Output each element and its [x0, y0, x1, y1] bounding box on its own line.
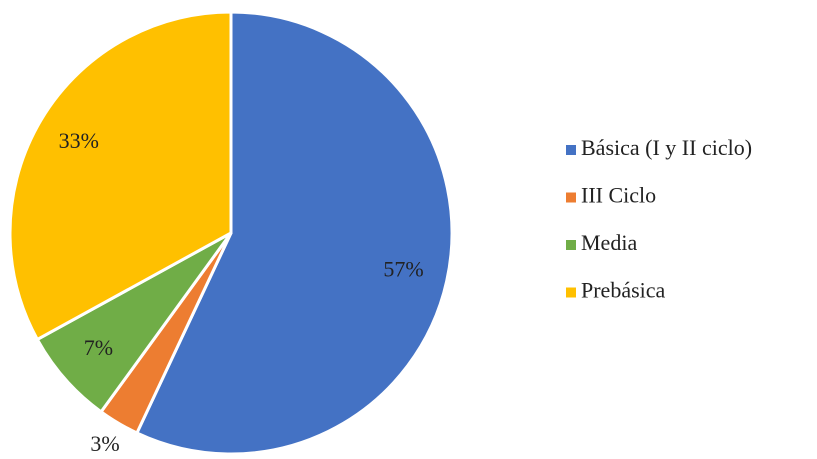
- legend-swatch: [566, 240, 576, 250]
- legend-label: Básica (I y II ciclo): [581, 135, 752, 160]
- pie-slice: [8, 10, 233, 342]
- data-label: 3%: [90, 431, 119, 456]
- legend-swatch: [566, 287, 576, 298]
- legend-swatch: [566, 145, 576, 155]
- data-label: 33%: [59, 128, 99, 153]
- legend-label: Media: [581, 230, 637, 255]
- legend-swatch: [566, 192, 576, 203]
- data-label: 7%: [84, 335, 113, 360]
- legend-label: III Ciclo: [581, 183, 656, 208]
- pie-slice: [134, 10, 454, 456]
- data-label: 57%: [383, 257, 423, 282]
- legend-label: Prebásica: [581, 278, 666, 303]
